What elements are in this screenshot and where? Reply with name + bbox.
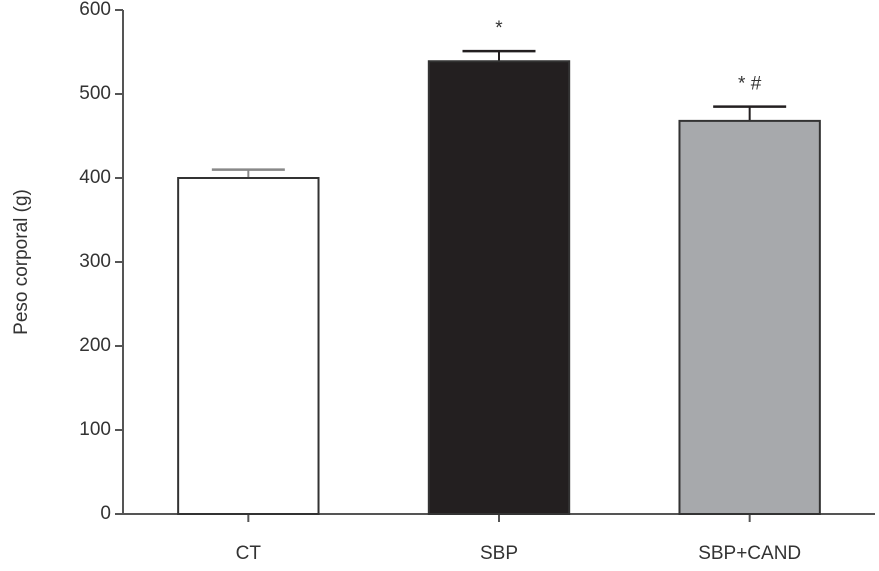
- y-tick-label: 400: [79, 167, 111, 188]
- y-tick-label: 200: [79, 335, 111, 356]
- x-tick-label: SBP+CAND: [698, 543, 801, 564]
- y-tick-label: 0: [100, 503, 111, 524]
- significance-marker: * #: [738, 74, 762, 95]
- x-tick-label: CT: [236, 543, 262, 564]
- y-tick-label: 500: [79, 83, 111, 104]
- bar: [177, 177, 320, 515]
- y-tick-label: 300: [79, 251, 111, 272]
- x-tick-label: SBP: [480, 543, 518, 564]
- bar: [678, 119, 821, 515]
- significance-marker: *: [495, 18, 503, 39]
- y-tick-label: 600: [79, 0, 111, 20]
- y-axis-label: Peso corporal (g): [11, 189, 32, 335]
- y-tick-label: 100: [79, 419, 111, 440]
- bar: [427, 60, 571, 516]
